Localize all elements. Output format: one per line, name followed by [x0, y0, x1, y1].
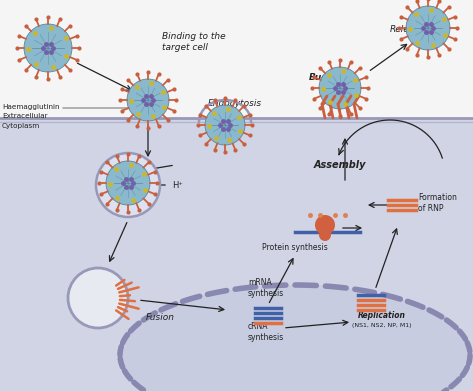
Circle shape: [68, 268, 128, 328]
Ellipse shape: [120, 285, 470, 391]
Text: Haemagglutinin: Haemagglutinin: [2, 104, 60, 110]
Circle shape: [205, 105, 245, 145]
Text: cRNA
synthesis: cRNA synthesis: [248, 322, 284, 342]
Circle shape: [406, 6, 450, 50]
Text: Fusion: Fusion: [146, 314, 175, 323]
Circle shape: [319, 67, 361, 109]
Circle shape: [315, 215, 335, 235]
Text: Cytoplasm: Cytoplasm: [2, 123, 40, 129]
Text: Assembly: Assembly: [314, 160, 366, 170]
Bar: [0, 0, 473, 118]
Text: Binding to the
target cell: Binding to the target cell: [162, 32, 226, 52]
Circle shape: [127, 79, 169, 121]
Text: Formation
of RNP: Formation of RNP: [418, 193, 457, 213]
Circle shape: [106, 161, 150, 205]
Text: (NS1, NS2, NP, M1): (NS1, NS2, NP, M1): [352, 323, 412, 328]
Text: Budding: Budding: [309, 74, 351, 83]
Text: Endocytosis: Endocytosis: [208, 99, 262, 108]
Text: H⁺: H⁺: [172, 181, 183, 190]
Text: Replication: Replication: [358, 312, 406, 321]
Text: Extracellular: Extracellular: [2, 113, 48, 119]
Circle shape: [24, 24, 72, 72]
Bar: [0, 118, 473, 391]
Text: Release: Release: [390, 25, 426, 34]
Text: Protein synthesis: Protein synthesis: [262, 244, 328, 253]
Circle shape: [319, 229, 331, 241]
Text: mRNA
synthesis: mRNA synthesis: [248, 278, 284, 298]
Circle shape: [96, 153, 160, 217]
